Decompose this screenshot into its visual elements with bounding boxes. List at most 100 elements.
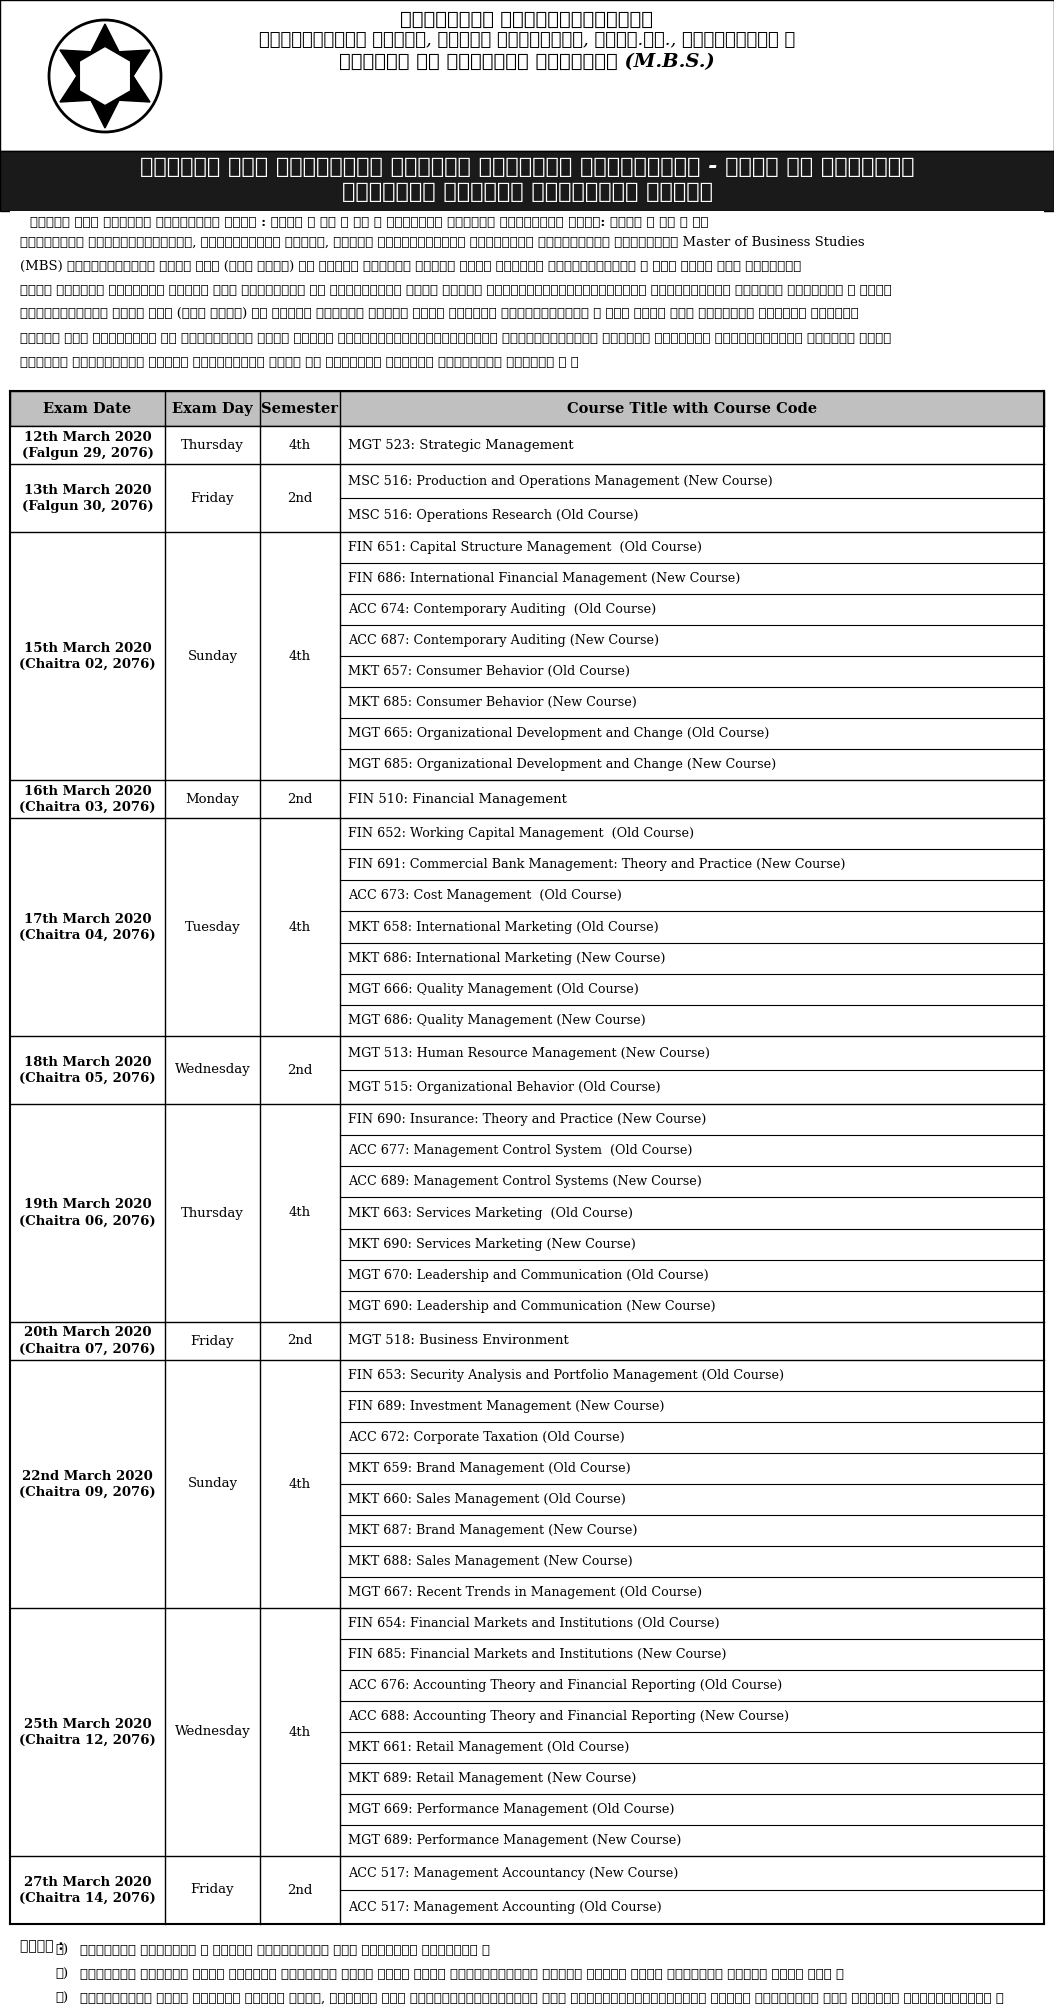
Text: MGT 670: Leadership and Communication (Old Course): MGT 670: Leadership and Communication (O… bbox=[348, 1269, 708, 1281]
Text: FIN 686: International Financial Management (New Course): FIN 686: International Financial Managem… bbox=[348, 571, 740, 585]
Text: २): २) bbox=[55, 1969, 69, 1981]
Text: MKT 659: Brand Management (Old Course): MKT 659: Brand Management (Old Course) bbox=[348, 1462, 630, 1474]
Text: MKT 689: Retail Management (New Course): MKT 689: Retail Management (New Course) bbox=[348, 1772, 637, 1786]
Text: 4th: 4th bbox=[289, 1207, 311, 1219]
Text: FIN 653: Security Analysis and Portfolio Management (Old Course): FIN 653: Security Analysis and Portfolio… bbox=[348, 1369, 784, 1382]
Text: 12th March 2020: 12th March 2020 bbox=[23, 430, 152, 444]
Bar bbox=[9, 390, 1045, 426]
Bar bbox=[9, 1856, 1045, 1925]
Text: (Chaitra 14, 2076): (Chaitra 14, 2076) bbox=[19, 1892, 156, 1904]
Text: Thursday: Thursday bbox=[181, 438, 243, 452]
Text: MKT 661: Retail Management (Old Course): MKT 661: Retail Management (Old Course) bbox=[348, 1742, 629, 1754]
Text: पुनः :: पुनः : bbox=[20, 1939, 63, 1953]
Text: 4th: 4th bbox=[289, 921, 311, 933]
Text: (Chaitra 09, 2076): (Chaitra 09, 2076) bbox=[19, 1486, 156, 1498]
Text: 13th March 2020: 13th March 2020 bbox=[24, 483, 152, 497]
Text: Semester: Semester bbox=[261, 402, 338, 416]
Text: ACC 676: Accounting Theory and Financial Reporting (Old Course): ACC 676: Accounting Theory and Financial… bbox=[348, 1679, 782, 1691]
Text: Sunday: Sunday bbox=[188, 650, 237, 662]
Text: MGT 666: Quality Management (Old Course): MGT 666: Quality Management (Old Course) bbox=[348, 983, 639, 995]
Text: FIN 689: Investment Management (New Course): FIN 689: Investment Management (New Cour… bbox=[348, 1400, 664, 1414]
Bar bbox=[9, 465, 1045, 533]
Text: 4th: 4th bbox=[289, 438, 311, 452]
Bar bbox=[9, 1104, 1045, 1321]
Text: मास्टर अफ बिजिनेश स्टडिज् (M.B.S.): मास्टर अफ बिजिनेश स्टडिज् (M.B.S.) bbox=[339, 52, 715, 70]
Text: त्रिभुवन विश्वविद्यालय: त्रिभुवन विश्वविद्यालय bbox=[401, 10, 653, 28]
Text: ACC 673: Cost Management  (Old Course): ACC 673: Cost Management (Old Course) bbox=[348, 889, 622, 903]
Text: Friday: Friday bbox=[191, 491, 234, 505]
Bar bbox=[9, 818, 1045, 1036]
Text: (Chaitra 04, 2076): (Chaitra 04, 2076) bbox=[19, 929, 156, 941]
Text: MSC 516: Production and Operations Management (New Course): MSC 516: Production and Operations Manag… bbox=[348, 475, 773, 487]
Text: MKT 688: Sales Management (New Course): MKT 688: Sales Management (New Course) bbox=[348, 1555, 632, 1569]
Bar bbox=[0, 0, 1054, 151]
Polygon shape bbox=[81, 48, 130, 105]
Text: 2nd: 2nd bbox=[288, 792, 313, 806]
Text: MGT 689: Performance Management (New Course): MGT 689: Performance Management (New Cou… bbox=[348, 1834, 681, 1846]
Text: 19th March 2020: 19th March 2020 bbox=[23, 1199, 152, 1211]
Text: 4th: 4th bbox=[289, 650, 311, 662]
Text: (Chaitra 05, 2076): (Chaitra 05, 2076) bbox=[19, 1072, 156, 1084]
Text: फाराम भरी अनुतिर्ण वा अनुपस्थित भएका आंशिक परीक्षार्थीहरुसमेतको दोश्रोसत्रको निय: फाराम भरी अनुतिर्ण वा अनुपस्थित भएका आंश… bbox=[20, 332, 892, 346]
Text: MKT 663: Services Marketing  (Old Course): MKT 663: Services Marketing (Old Course) bbox=[348, 1207, 633, 1219]
Text: ACC 688: Accounting Theory and Financial Reporting (New Course): ACC 688: Accounting Theory and Financial… bbox=[348, 1709, 789, 1723]
Text: MKT 685: Consumer Behavior (New Course): MKT 685: Consumer Behavior (New Course) bbox=[348, 696, 637, 710]
Text: FIN 685: Financial Markets and Institutions (New Course): FIN 685: Financial Markets and Instituti… bbox=[348, 1647, 726, 1661]
Text: MGT 690: Leadership and Communication (New Course): MGT 690: Leadership and Communication (N… bbox=[348, 1299, 716, 1313]
Text: 2nd: 2nd bbox=[288, 491, 313, 505]
Bar bbox=[0, 151, 1054, 211]
Text: ACC 677: Management Control System  (Old Course): ACC 677: Management Control System (Old … bbox=[348, 1144, 692, 1156]
Text: (MBS) कार्यक्रममा २०७४ साल (सन् २०१८) मा प्रथम सत्रमा भर्ना भएका नियमित परीक्षार: (MBS) कार्यक्रममा २०७४ साल (सन् २०१८) मा… bbox=[20, 259, 801, 273]
Bar bbox=[9, 1321, 1045, 1359]
Text: MGT 518: Business Environment: MGT 518: Business Environment bbox=[348, 1335, 569, 1347]
Bar bbox=[9, 1036, 1045, 1104]
Text: (Chaitra 06, 2076): (Chaitra 06, 2076) bbox=[19, 1215, 156, 1227]
Text: Friday: Friday bbox=[191, 1884, 234, 1896]
Text: FIN 690: Insurance: Theory and Practice (New Course): FIN 690: Insurance: Theory and Practice … bbox=[348, 1112, 706, 1126]
Text: Wednesday: Wednesday bbox=[175, 1725, 251, 1738]
Text: FIN 651: Capital Structure Management  (Old Course): FIN 651: Capital Structure Management (O… bbox=[348, 541, 702, 553]
Text: 18th March 2020: 18th March 2020 bbox=[24, 1056, 152, 1068]
Text: 4th: 4th bbox=[289, 1725, 311, 1738]
Text: ACC 672: Corporate Taxation (Old Course): ACC 672: Corporate Taxation (Old Course) bbox=[348, 1432, 625, 1444]
Text: FIN 510: Financial Management: FIN 510: Financial Management bbox=[348, 792, 567, 806]
Text: (Chaitra 03, 2076): (Chaitra 03, 2076) bbox=[19, 800, 156, 814]
Text: 2nd: 2nd bbox=[288, 1884, 313, 1896]
Text: Exam Day: Exam Day bbox=[172, 402, 253, 416]
Text: प्रथम पटक तालिका प्रकाशित मिति : २०७६ । ११ । १२ र शंसोधित तालिका प्रकाशित मिति: : प्रथम पटक तालिका प्रकाशित मिति : २०७६ । … bbox=[30, 215, 708, 229]
Text: १): १) bbox=[55, 1945, 69, 1957]
Text: MSC 516: Operations Research (Old Course): MSC 516: Operations Research (Old Course… bbox=[348, 509, 639, 521]
Text: MGT 665: Organizational Development and Change (Old Course): MGT 665: Organizational Development and … bbox=[348, 728, 769, 740]
Text: परीक्षाको लागि चाहिने ग्राफ पेपर, चाल्ती आफै परीक्षार्थीहरुले आफै केन्द्राध्यक्ष: परीक्षाको लागि चाहिने ग्राफ पेपर, चाल्ती… bbox=[80, 1993, 1003, 2005]
Text: 20th March 2020: 20th March 2020 bbox=[24, 1327, 152, 1339]
Text: MGT 669: Performance Management (Old Course): MGT 669: Performance Management (Old Cou… bbox=[348, 1804, 675, 1816]
Text: MGT 513: Human Resource Management (New Course): MGT 513: Human Resource Management (New … bbox=[348, 1046, 710, 1060]
Text: भएकोले सम्बन्धित सबैको जानकारीको लागि यो परीक्षा तालिका प्रकाशित गरिएको छ ।: भएकोले सम्बन्धित सबैको जानकारीको लागि यो… bbox=[20, 356, 579, 368]
Text: 17th March 2020: 17th March 2020 bbox=[24, 913, 152, 925]
Text: परीक्षा केन्द्र र समयको सम्बन्धमा पछि जानकारी गराइनेछ ।: परीक्षा केन्द्र र समयको सम्बन्धमा पछि जा… bbox=[80, 1945, 490, 1957]
Text: (Chaitra 12, 2076): (Chaitra 12, 2076) bbox=[19, 1733, 156, 1746]
Polygon shape bbox=[60, 24, 150, 129]
Text: MKT 687: Brand Management (New Course): MKT 687: Brand Management (New Course) bbox=[348, 1524, 638, 1536]
Text: Monday: Monday bbox=[186, 792, 239, 806]
Text: त्रिभुवन विश्वविद्यालय, व्यवस्थापन संकाय, डीनको कार्यालयबाट सेमेस्टर प्रणालीमा स: त्रिभुवन विश्वविद्यालय, व्यवस्थापन संकाय… bbox=[20, 235, 864, 249]
Text: Tuesday: Tuesday bbox=[184, 921, 240, 933]
Polygon shape bbox=[63, 28, 147, 101]
Text: 2nd: 2nd bbox=[288, 1335, 313, 1347]
Bar bbox=[9, 211, 1045, 390]
Text: MGT 667: Recent Trends in Management (Old Course): MGT 667: Recent Trends in Management (Ol… bbox=[348, 1587, 702, 1599]
Text: FIN 652: Working Capital Management  (Old Course): FIN 652: Working Capital Management (Old… bbox=[348, 827, 695, 841]
Text: Sunday: Sunday bbox=[188, 1478, 237, 1490]
Text: (Chaitra 07, 2076): (Chaitra 07, 2076) bbox=[19, 1343, 156, 1355]
Text: ३): ३) bbox=[55, 1993, 69, 2005]
Text: ACC 517: Management Accountancy (New Course): ACC 517: Management Accountancy (New Cou… bbox=[348, 1866, 679, 1880]
Text: 22nd March 2020: 22nd March 2020 bbox=[22, 1470, 153, 1482]
Text: (Falgun 30, 2076): (Falgun 30, 2076) bbox=[22, 499, 153, 513]
Text: MKT 660: Sales Management (Old Course): MKT 660: Sales Management (Old Course) bbox=[348, 1492, 626, 1506]
Text: MGT 686: Quality Management (New Course): MGT 686: Quality Management (New Course) bbox=[348, 1014, 646, 1028]
Text: कार्यक्रममा २०७५ साल (सन् २०१९) मा प्रथम सत्रमा भर्ना भएका नियमित परीक्षार्थी र : कार्यक्रममा २०७५ साल (सन् २०१९) मा प्रथम… bbox=[20, 308, 859, 322]
Text: MGT 515: Organizational Behavior (Old Course): MGT 515: Organizational Behavior (Old Co… bbox=[348, 1080, 661, 1094]
Text: ACC 674: Contemporary Auditing  (Old Course): ACC 674: Contemporary Auditing (Old Cour… bbox=[348, 603, 657, 615]
Text: 16th March 2020: 16th March 2020 bbox=[23, 784, 152, 798]
Text: परीक्षा तालिका सम्बन्धी सूचना: परीक्षा तालिका सम्बन्धी सूचना bbox=[341, 181, 713, 203]
